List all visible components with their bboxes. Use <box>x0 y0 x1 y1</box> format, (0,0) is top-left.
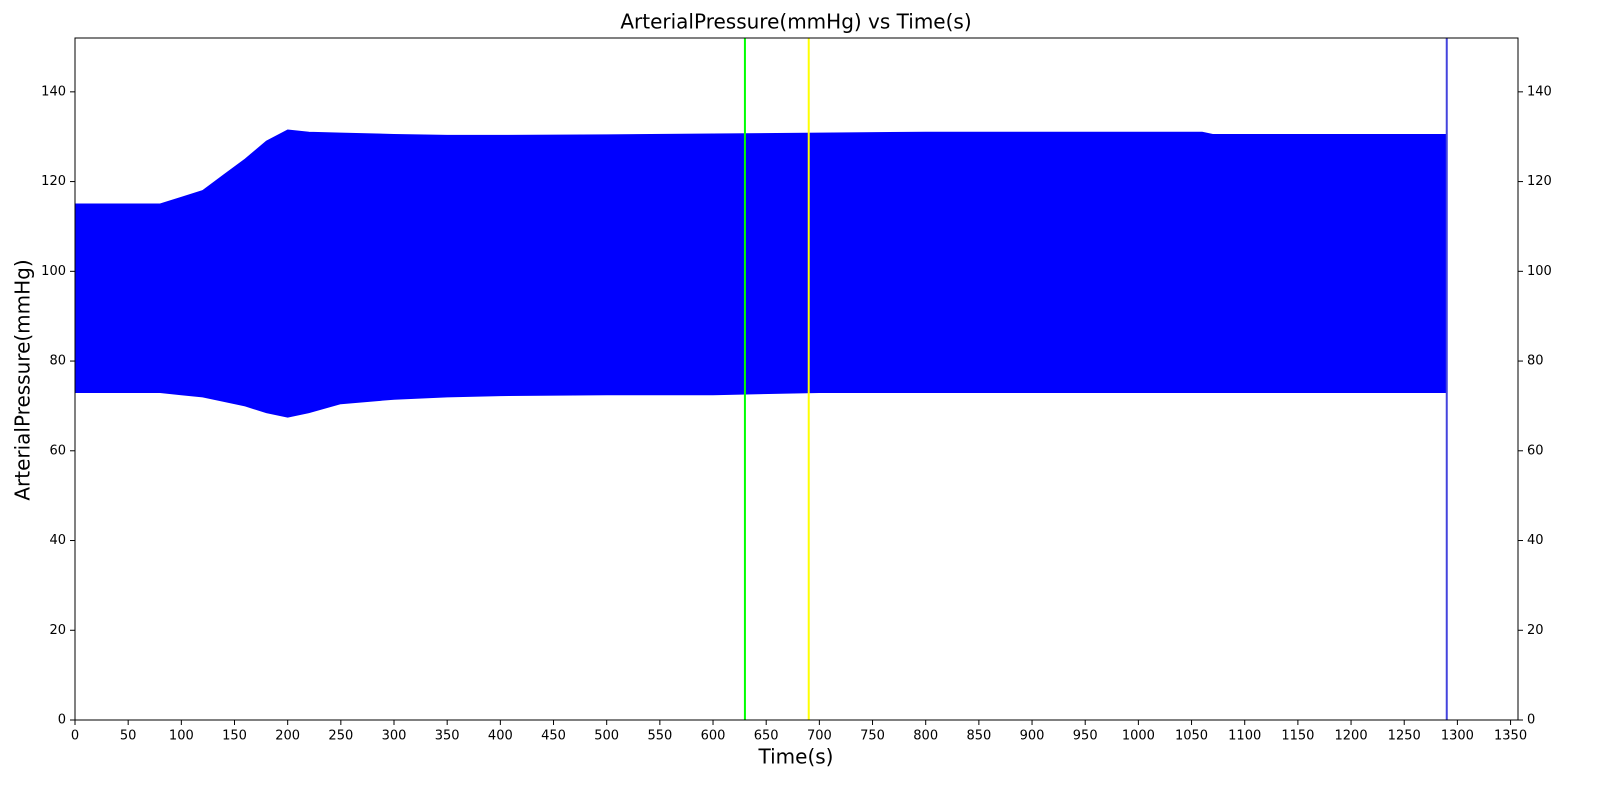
y-tick-label: 80 <box>49 354 66 369</box>
y-tick-label: 40 <box>49 533 66 548</box>
y-tick-label: 140 <box>41 84 66 99</box>
x-tick-label: 1000 <box>1122 729 1155 744</box>
x-tick-label: 700 <box>807 729 832 744</box>
x-tick-label: 100 <box>169 729 194 744</box>
y-tick-label-right: 100 <box>1527 264 1552 279</box>
x-tick-label: 0 <box>71 729 79 744</box>
x-tick-label: 1250 <box>1388 729 1421 744</box>
y-tick-label-right: 140 <box>1527 84 1552 99</box>
y-axis-label: ArterialPressure(mmHg) <box>11 259 35 500</box>
x-tick-label: 450 <box>541 729 566 744</box>
x-tick-label: 300 <box>382 729 407 744</box>
x-tick-label: 900 <box>1020 729 1045 744</box>
x-tick-label: 500 <box>594 729 619 744</box>
x-tick-label: 1100 <box>1228 729 1261 744</box>
y-tick-label-right: 120 <box>1527 174 1552 189</box>
x-axis-label: Time(s) <box>758 745 834 769</box>
y-tick-label: 20 <box>49 623 66 638</box>
x-tick-label: 950 <box>1073 729 1098 744</box>
x-tick-label: 1350 <box>1494 729 1527 744</box>
x-tick-label: 750 <box>860 729 885 744</box>
x-tick-label: 1150 <box>1281 729 1314 744</box>
y-tick-label-right: 20 <box>1527 623 1544 638</box>
y-tick-label-right: 0 <box>1527 713 1535 728</box>
x-tick-label: 200 <box>275 729 300 744</box>
x-tick-label: 600 <box>701 729 726 744</box>
x-tick-label: 400 <box>488 729 513 744</box>
x-tick-label: 150 <box>222 729 247 744</box>
chart-title: ArterialPressure(mmHg) vs Time(s) <box>620 10 971 34</box>
y-tick-label-right: 80 <box>1527 354 1544 369</box>
y-tick-label: 100 <box>41 264 66 279</box>
y-tick-label: 0 <box>58 713 66 728</box>
y-tick-label: 120 <box>41 174 66 189</box>
x-tick-label: 1200 <box>1335 729 1368 744</box>
x-tick-label: 1050 <box>1175 729 1208 744</box>
y-tick-label-right: 60 <box>1527 443 1544 458</box>
x-tick-label: 50 <box>120 729 137 744</box>
x-tick-label: 550 <box>647 729 672 744</box>
x-tick-label: 850 <box>966 729 991 744</box>
plot-frame <box>74 37 1519 721</box>
x-tick-label: 250 <box>328 729 353 744</box>
y-tick-label: 60 <box>49 443 66 458</box>
y-tick-label-right: 40 <box>1527 533 1544 548</box>
x-tick-label: 1300 <box>1441 729 1474 744</box>
x-tick-label: 350 <box>435 729 460 744</box>
x-tick-label: 650 <box>754 729 779 744</box>
pressure-band <box>74 129 1448 418</box>
x-tick-label: 800 <box>913 729 938 744</box>
